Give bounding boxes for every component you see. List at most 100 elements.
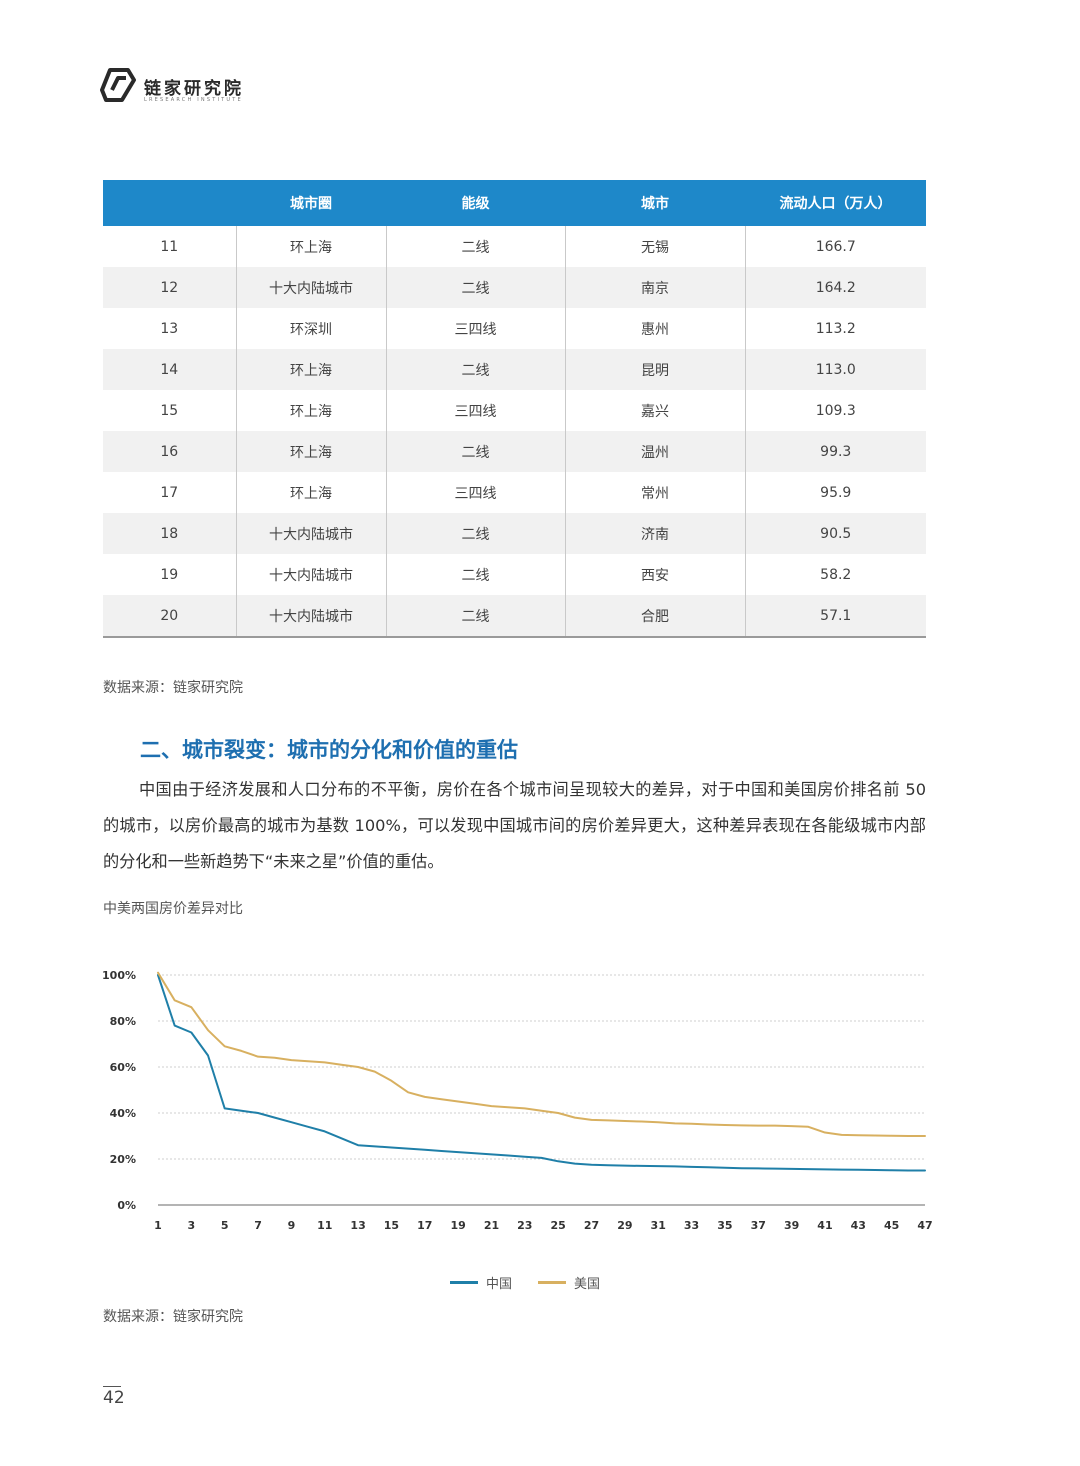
table-cell: 二线	[386, 431, 566, 472]
brand-logo: 链家研究院 LRESEARCH INSTITUTE	[100, 66, 260, 112]
section-heading: 二、城市裂变：城市的分化和价值的重估	[140, 738, 518, 762]
table-cell: 环上海	[236, 390, 387, 431]
table-cell: 二线	[386, 267, 566, 308]
chart-legend: 中国 美国	[450, 1273, 600, 1292]
table-cell: 58.2	[820, 566, 852, 583]
table-cell: 16	[103, 431, 237, 472]
table-cell: 惠州	[565, 308, 746, 349]
x-tick-label: 1	[154, 1219, 162, 1232]
table-cell: 三四线	[386, 472, 566, 513]
table-cell: 环上海	[236, 431, 387, 472]
table-cell: 昆明	[565, 349, 746, 390]
x-tick-label: 31	[651, 1219, 666, 1232]
table-header-cell	[103, 180, 236, 226]
y-tick-label: 60%	[110, 1061, 136, 1074]
section-paragraph: 中国由于经济发展和人口分布的不平衡，房价在各个城市间呈现较大的差异，对于中国和美…	[103, 780, 926, 871]
price-comparison-chart: 0% 20% 40% 60% 80% 100% 1 3 5 7 9 11 13 15 17 19 21 23 25 2…	[95, 955, 935, 1249]
table-cell: 17	[103, 472, 237, 513]
table-row: 18 十大内陆城市 二线 济南 90.5	[103, 513, 926, 554]
x-tick-label: 17	[417, 1219, 432, 1232]
x-tick-label: 21	[484, 1219, 499, 1232]
table-cell: 十大内陆城市	[236, 513, 387, 554]
table-cell: 166.7	[815, 238, 856, 255]
table-cell: 十大内陆城市	[236, 267, 387, 308]
table-cell: 二线	[386, 513, 566, 554]
logo-icon	[100, 68, 136, 102]
table-cell: 15	[103, 390, 237, 431]
table-cell: 99.3	[745, 431, 926, 472]
y-tick-label: 40%	[110, 1107, 136, 1120]
table-header-cell: 流动人口（万人）	[745, 180, 926, 226]
table-row: 17 环上海 三四线 常州 95.9	[103, 472, 926, 513]
y-tick-label: 20%	[110, 1153, 136, 1166]
y-tick-label: 100%	[102, 969, 136, 982]
x-tick-label: 19	[450, 1219, 465, 1232]
legend-item-usa: 美国	[538, 1273, 600, 1292]
chart-title: 中美两国房价差异对比	[103, 901, 243, 917]
legend-swatch-china	[450, 1281, 478, 1284]
x-tick-label: 3	[188, 1219, 196, 1232]
x-tick-label: 23	[517, 1219, 532, 1232]
table-cell: 三四线	[386, 308, 566, 349]
x-tick-label: 5	[221, 1219, 229, 1232]
table-row: 11 环上海 二线 无锡 166.7	[103, 226, 926, 267]
x-tick-label: 47	[917, 1219, 932, 1232]
table-cell: 11	[103, 226, 237, 267]
x-tick-label: 7	[254, 1219, 262, 1232]
table-cell: 环上海	[236, 226, 387, 267]
table-cell: 95.9	[820, 484, 852, 501]
x-tick-label: 45	[884, 1219, 899, 1232]
table-header-cell: 能级	[386, 180, 565, 226]
y-tick-label: 0%	[117, 1199, 136, 1212]
migrant-population-table: 城市圈 能级 城市 流动人口（万人） 11 环上海 二线 无锡 166.7 12 十大内陆城市 二线…	[103, 180, 926, 638]
table-cell: 113.2	[815, 320, 856, 337]
y-tick-label: 80%	[110, 1015, 136, 1028]
page-number: 42	[103, 1388, 125, 1408]
logo-subtitle: LRESEARCH INSTITUTE	[144, 97, 243, 103]
table-cell: 温州	[565, 431, 746, 472]
data-source-note: 数据来源：链家研究院	[103, 680, 243, 696]
table-row: 19 十大内陆城市 二线 西安 58.2	[103, 554, 926, 595]
x-tick-label: 11	[317, 1219, 332, 1232]
x-tick-label: 41	[817, 1219, 832, 1232]
table-row: 14 环上海 二线 昆明 113.0	[103, 349, 926, 390]
table-row: 15 环上海 三四线 嘉兴 109.3	[103, 390, 926, 431]
table-cell: 合肥	[565, 595, 746, 638]
table-cell: 环深圳	[236, 308, 387, 349]
series-line-usa	[157, 971, 926, 1137]
table-cell: 57.1	[745, 595, 926, 638]
table-cell: 12	[103, 267, 237, 308]
table-cell: 13	[103, 308, 237, 349]
series-line-china	[157, 974, 926, 1172]
table-cell: 20	[103, 595, 237, 638]
legend-label-usa: 美国	[574, 1277, 601, 1292]
legend-label-china: 中国	[486, 1277, 513, 1292]
table-cell: 嘉兴	[565, 390, 746, 431]
table-cell: 109.3	[815, 402, 856, 419]
table-cell: 常州	[565, 472, 746, 513]
x-tick-label: 39	[784, 1219, 799, 1232]
table-cell: 西安	[565, 554, 746, 595]
chart-source-note: 数据来源：链家研究院	[103, 1309, 243, 1325]
legend-swatch-usa	[538, 1281, 567, 1284]
table-cell: 二线	[386, 349, 566, 390]
table-row: 16 环上海 二线 温州 99.3	[103, 431, 926, 472]
x-tick-label: 37	[751, 1219, 766, 1232]
table-cell: 无锡	[565, 226, 746, 267]
table-cell: 环上海	[236, 472, 387, 513]
x-tick-label: 9	[288, 1219, 296, 1232]
table-cell: 二线	[386, 226, 566, 267]
x-tick-label: 27	[584, 1219, 599, 1232]
table-header-cell: 城市圈	[236, 180, 386, 226]
table-cell: 十大内陆城市	[236, 554, 387, 595]
table-cell: 19	[103, 554, 237, 595]
table-cell: 环上海	[236, 349, 387, 390]
table-cell: 三四线	[386, 390, 566, 431]
table-header-row: 城市圈 能级 城市 流动人口（万人）	[103, 180, 926, 226]
table-cell: 164.2	[745, 267, 926, 308]
table-body: 11 环上海 二线 无锡 166.7 12 十大内陆城市 二线 南京 164.2 13 环深圳 三四线惠…	[103, 226, 926, 638]
x-tick-label: 13	[350, 1219, 365, 1232]
x-tick-label: 25	[551, 1219, 566, 1232]
page-number-rule	[103, 1386, 121, 1387]
table-cell: 南京	[565, 267, 746, 308]
